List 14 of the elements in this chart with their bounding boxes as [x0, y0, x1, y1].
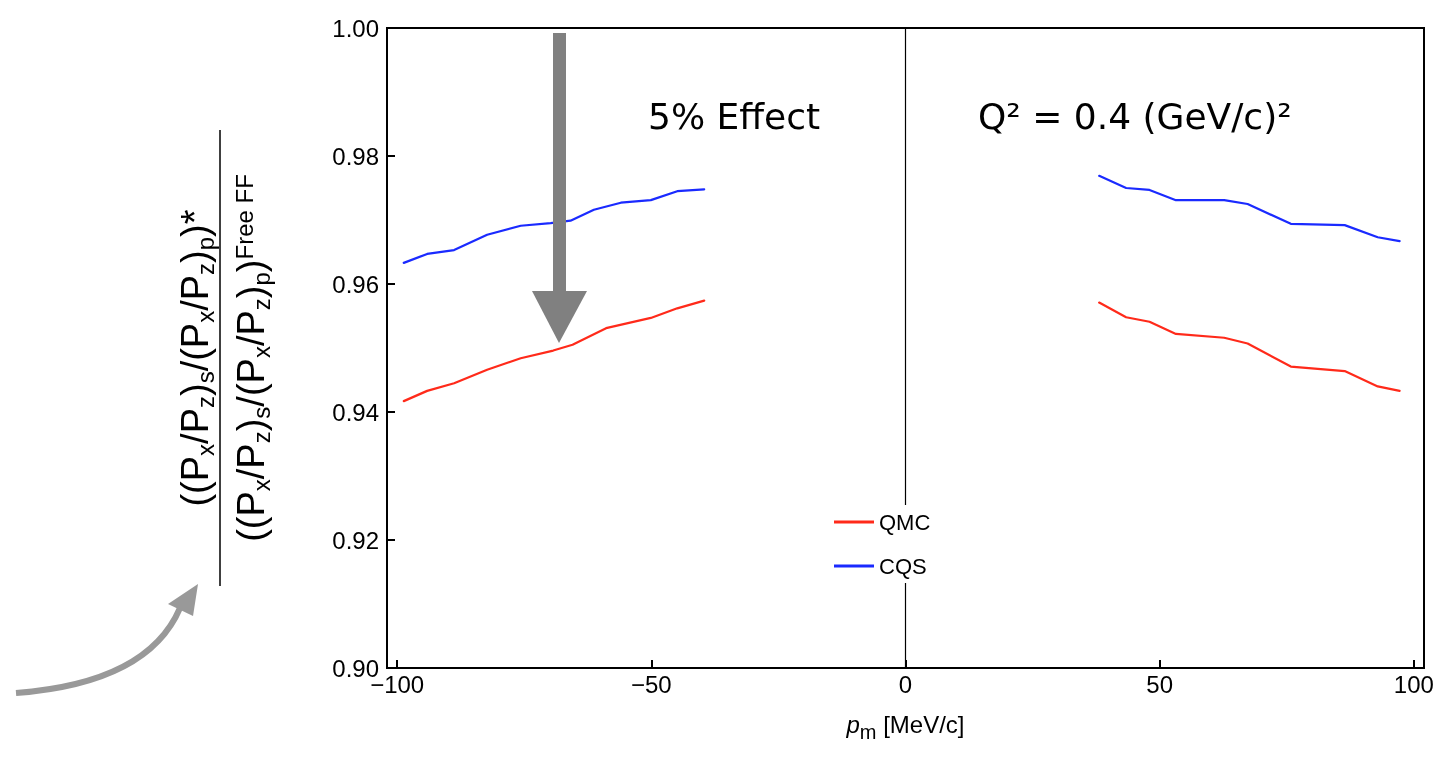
x-axis-title: p$_{m}$ [MeV/c]: [845, 711, 966, 744]
legend-label: QMC: [879, 509, 931, 535]
annotation: Q² = 0.4 (GeV/c)²: [978, 96, 1292, 137]
y-tick-label: 0.94: [332, 398, 379, 426]
y-tick-label: 0.92: [332, 526, 379, 554]
x-tick-label: 50: [1146, 670, 1174, 698]
x-tick-label: 0: [898, 670, 913, 698]
x-tick-label: −50: [630, 670, 672, 698]
y-tick-label: 0.96: [332, 270, 379, 298]
annotation: 5% Effect: [648, 96, 821, 137]
x-tick-label: 100: [1393, 670, 1434, 698]
legend-label: CQS: [879, 553, 927, 579]
y-tick-label: 0.98: [332, 142, 379, 170]
y-tick-label: 1.00: [332, 14, 379, 42]
